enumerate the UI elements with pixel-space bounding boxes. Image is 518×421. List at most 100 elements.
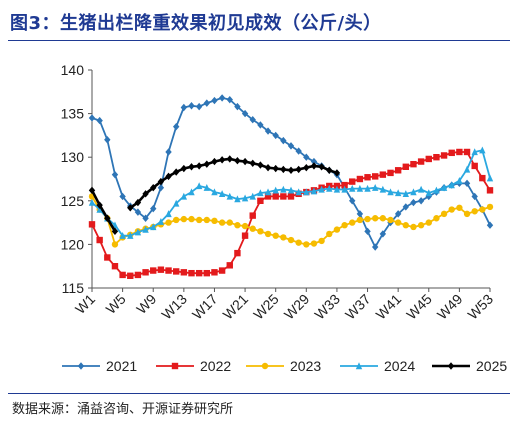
x-tick-label: W21: [220, 291, 252, 323]
series-2023-point: [165, 219, 172, 226]
series-2023-point: [111, 241, 119, 248]
series-2023-point: [440, 210, 448, 218]
series-2021-point: [150, 204, 157, 213]
series-2025-point: [287, 166, 295, 174]
series-2021-point: [218, 94, 226, 102]
series-2021-point: [394, 210, 402, 218]
series-2022-point: [341, 181, 348, 189]
series-2023-point: [349, 219, 356, 226]
series-2021-point: [417, 197, 425, 205]
series-2024-point: [295, 188, 302, 196]
legend-label: 2021: [106, 358, 137, 374]
series-2022-point: [119, 271, 126, 279]
series-2021-point: [410, 198, 417, 207]
series-2021-point: [364, 227, 371, 236]
series-2022-point: [471, 162, 478, 170]
series-2024-point: [326, 184, 333, 192]
series-2022-point: [211, 269, 218, 276]
series-2025-point: [165, 172, 172, 181]
series-2023-point: [264, 230, 272, 238]
series-2023-point: [410, 223, 417, 231]
series-2025-point: [226, 155, 233, 163]
y-tick-label: 115: [62, 280, 85, 296]
series-2022-point: [394, 167, 402, 174]
series-2022-point: [150, 267, 157, 274]
series-2022-point: [203, 269, 211, 277]
series-2023-point: [188, 215, 195, 223]
series-2021-point: [157, 184, 165, 192]
source-note: 数据来源：涌益咨询、开源证券研究所: [12, 402, 234, 417]
series-2022-point: [172, 268, 180, 275]
series-2023-point: [333, 226, 341, 233]
series-2022-point: [479, 174, 486, 182]
y-tick-label: 130: [61, 149, 85, 165]
legend-swatch-marker: [77, 362, 85, 370]
series-2021-point: [287, 142, 295, 150]
series-2025-point: [234, 156, 241, 165]
series-2021-point: [303, 153, 310, 161]
series-2022-point: [280, 193, 287, 200]
series-2025-point: [326, 166, 333, 174]
series-2024-point: [272, 186, 279, 194]
series-2022-point: [134, 271, 142, 279]
series-2023-point: [417, 222, 425, 229]
series-2024-point: [417, 185, 425, 193]
series-2023-point: [226, 219, 233, 226]
series-2025-point: [111, 227, 119, 236]
series-2023-point: [463, 210, 471, 218]
series-2023-point: [371, 215, 379, 222]
series-2024-point: [310, 187, 318, 195]
series-2025-point: [249, 159, 256, 168]
series-2021-point: [111, 170, 119, 179]
series-2022-point: [463, 148, 471, 156]
series-2025-point: [172, 168, 180, 176]
series-2024-point: [142, 225, 149, 233]
series-2022-point: [425, 155, 432, 163]
series-2021-point: [264, 127, 272, 135]
series-2023-point: [471, 208, 478, 215]
series-2023-point: [456, 204, 463, 211]
series-2022-point: [96, 236, 103, 244]
series-2021-point: [203, 99, 211, 107]
x-tick-label: W29: [281, 291, 313, 323]
series-2024-point: [226, 192, 233, 200]
series-2024-point: [356, 184, 364, 192]
legend-label: 2024: [384, 358, 415, 374]
series-2021-point: [134, 208, 142, 216]
series-2023-point: [310, 240, 318, 247]
series-2025-point: [318, 163, 325, 171]
series-2024-point: [318, 185, 325, 193]
series-2024-point: [280, 185, 287, 193]
series-2025-line: [129, 157, 338, 209]
series-2023-point: [295, 239, 302, 246]
series-2023-point: [356, 216, 364, 224]
series-2021-point: [249, 116, 256, 124]
x-tick-label: W33: [311, 291, 343, 323]
series-2022-point: [364, 174, 371, 181]
series-2024-point: [349, 184, 356, 192]
series-2022-point: [234, 249, 241, 257]
series-2024-point: [425, 189, 432, 197]
legend-label: 2025: [476, 358, 507, 374]
series-2023-point: [241, 222, 249, 230]
figure-title: 图3：生猪出栏降重效果初见成效（公斤/头）: [10, 13, 382, 34]
series-2023-point: [195, 216, 203, 224]
series-2023-point: [180, 215, 188, 223]
series-2021-point: [257, 121, 264, 129]
legend-swatch-marker: [355, 362, 363, 370]
series-2023-point: [318, 237, 325, 245]
series-2025-point: [180, 164, 188, 173]
series-2024-point: [180, 192, 188, 200]
series-2024-point: [387, 188, 394, 196]
series-2024-point: [249, 192, 256, 200]
series-2022-point: [417, 158, 425, 165]
series-2022-point: [257, 197, 264, 204]
series-2021-point: [142, 214, 149, 222]
series-2021-point: [188, 102, 195, 110]
series-2024-point: [241, 194, 249, 202]
series-2023-point: [341, 222, 348, 229]
series-2025-point: [203, 160, 211, 168]
series-2022-point: [387, 169, 394, 177]
series-2023-point: [387, 216, 394, 224]
